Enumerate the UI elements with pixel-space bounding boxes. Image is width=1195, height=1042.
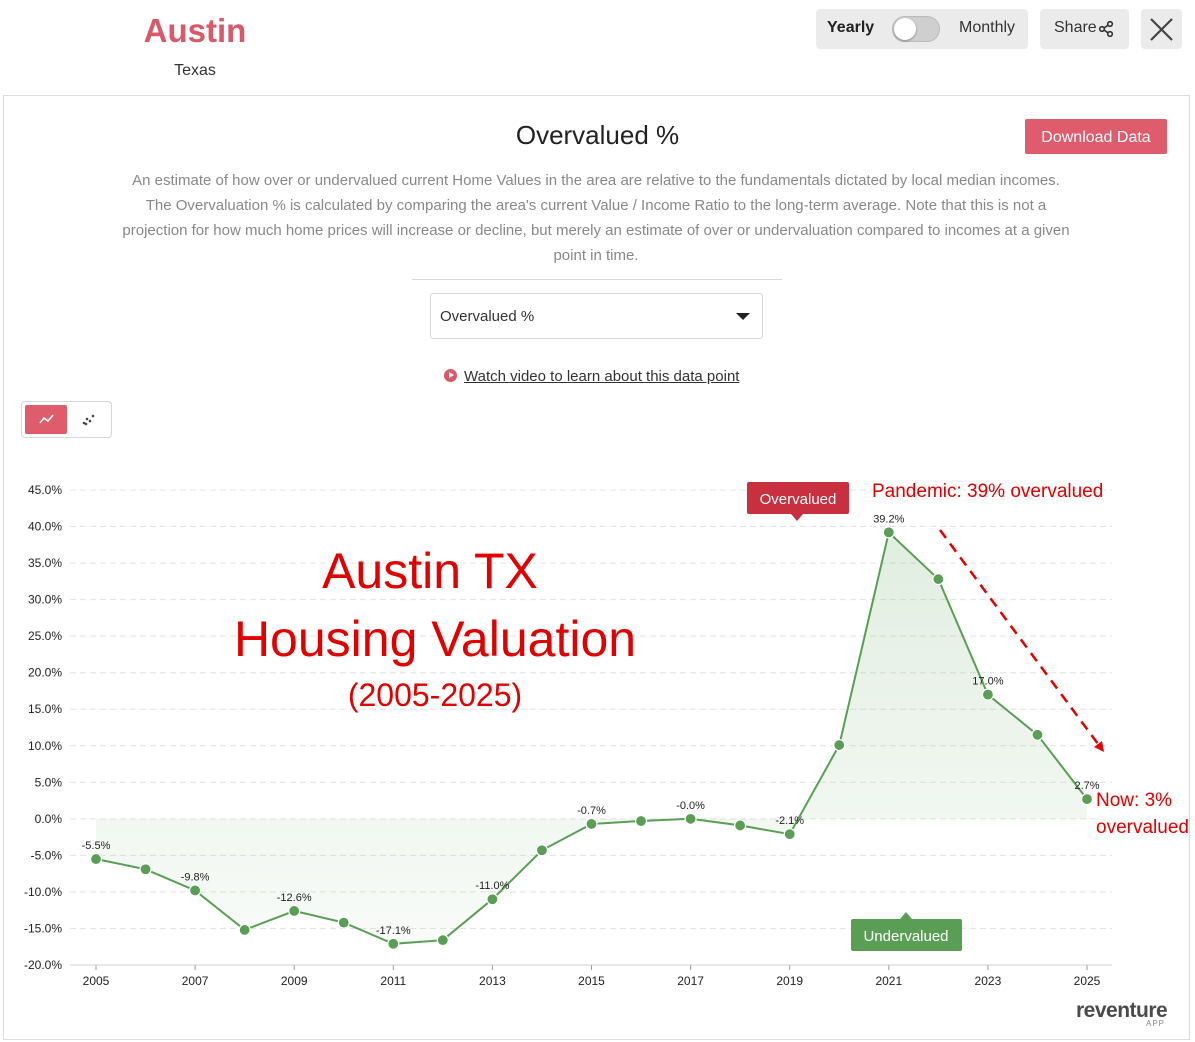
caret-down-icon	[736, 313, 750, 320]
play-icon	[444, 369, 457, 382]
y-tick-label: 10.0%	[28, 739, 62, 753]
x-tick-label: 2011	[380, 974, 406, 988]
y-tick-label: 5.0%	[35, 775, 63, 789]
data-point	[882, 526, 895, 539]
download-data-button[interactable]: Download Data	[1025, 119, 1167, 154]
data-point	[486, 893, 499, 906]
overlay-title-line3: (2005-2025)	[348, 677, 522, 713]
now-annotation-line1: Now: 3%	[1096, 790, 1172, 811]
data-point	[288, 904, 301, 918]
brand-logo: reventure	[1076, 999, 1168, 1022]
line-chart-button[interactable]	[25, 405, 67, 434]
x-tick-label: 2009	[281, 974, 308, 988]
data-point	[585, 817, 598, 831]
x-tick-label: 2005	[83, 974, 110, 988]
overvalued-badge-label: Overvalued	[760, 491, 837, 508]
now-annotation-line2: overvalued	[1096, 817, 1189, 838]
divider	[412, 279, 782, 280]
data-label: -2.1%	[775, 815, 804, 827]
share-label: Share	[1054, 19, 1097, 36]
y-tick-label: -5.0%	[31, 848, 63, 862]
metric-select[interactable]: Overvalued %	[430, 293, 763, 339]
data-point	[932, 573, 945, 586]
brand-logo-sub: APP	[1146, 1019, 1166, 1028]
data-label: -12.6%	[277, 892, 312, 904]
data-point	[535, 844, 549, 857]
x-tick-label: 2015	[578, 974, 605, 988]
line-chart-icon	[39, 414, 54, 424]
data-point	[189, 884, 202, 897]
data-label: -0.0%	[676, 800, 705, 812]
data-point	[387, 937, 400, 950]
y-tick-label: 35.0%	[28, 556, 62, 570]
data-point	[734, 819, 747, 832]
data-label: -0.7%	[577, 805, 606, 817]
data-point	[89, 852, 103, 866]
data-point	[684, 812, 697, 825]
y-tick-label: 40.0%	[28, 520, 62, 534]
overvalued-badge: Overvalued	[747, 482, 849, 521]
x-tick-label: 2025	[1074, 974, 1101, 988]
y-tick-label: -20.0%	[24, 958, 62, 972]
y-tick-label: 0.0%	[35, 812, 63, 826]
city-title: Austin	[143, 12, 247, 49]
data-label: 39.2%	[873, 513, 904, 525]
y-tick-label: -10.0%	[24, 885, 62, 899]
data-label: -5.5%	[82, 840, 111, 852]
undervalued-badge-label: Undervalued	[863, 928, 948, 945]
undervalued-badge: Undervalued	[851, 912, 962, 951]
frequency-toggle[interactable]: Yearly Monthly	[816, 9, 1028, 49]
chart-type-toggle	[21, 401, 112, 438]
data-label: -11.0%	[475, 880, 509, 892]
data-point	[139, 863, 152, 876]
data-point	[436, 934, 449, 947]
state-subtitle: Texas	[174, 62, 216, 79]
data-point	[783, 828, 796, 841]
watch-video-label: Watch video to learn about this data poi…	[464, 368, 740, 385]
y-tick-label: 15.0%	[28, 702, 62, 716]
data-point	[1031, 728, 1044, 741]
data-point	[833, 738, 846, 752]
data-point	[634, 814, 648, 828]
area-fill	[96, 532, 1087, 944]
toggle-yearly-label[interactable]: Yearly	[827, 19, 875, 36]
x-tick-label: 2007	[182, 974, 209, 988]
metric-description: An estimate of how over or undervalued c…	[122, 172, 1070, 264]
data-label: -17.1%	[376, 925, 411, 937]
x-tick-label: 2019	[776, 974, 803, 988]
share-button[interactable]: Share	[1040, 9, 1129, 49]
x-tick-label: 2021	[875, 974, 902, 988]
y-tick-label: 30.0%	[28, 593, 62, 607]
switch-knob	[894, 18, 916, 40]
metric-select-value: Overvalued %	[440, 308, 535, 325]
data-point	[981, 688, 995, 701]
x-tick-label: 2013	[479, 974, 506, 988]
overvaluation-chart: 45.0% 40.0% 35.0% 30.0% 25.0% 20.0% 15.0% 10.0%…	[24, 481, 1189, 988]
y-tick-label: 45.0%	[28, 483, 62, 497]
x-tick-label: 2017	[677, 974, 704, 988]
data-label: -9.8%	[181, 871, 210, 883]
data-point	[1080, 793, 1094, 806]
frequency-switch[interactable]	[892, 16, 940, 42]
toggle-monthly-label[interactable]: Monthly	[959, 19, 1016, 36]
close-icon	[1150, 18, 1173, 41]
data-point	[337, 916, 350, 929]
y-tick-label: -15.0%	[24, 921, 62, 935]
trend-arrow	[938, 529, 1104, 753]
scatter-chart-icon	[82, 414, 95, 426]
data-point	[238, 923, 251, 937]
data-label: 2.7%	[1074, 780, 1099, 792]
y-tick-label: 20.0%	[28, 666, 62, 680]
x-tick-label: 2023	[975, 974, 1002, 988]
overlay-title-line2: Housing Valuation	[234, 611, 636, 667]
scatter-chart-button[interactable]	[74, 405, 107, 434]
share-icon	[1098, 21, 1114, 37]
close-button[interactable]	[1141, 9, 1182, 49]
card-title: Overvalued %	[515, 120, 680, 150]
overlay-title-line1: Austin TX	[322, 543, 538, 599]
peak-annotation: Pandemic: 39% overvalued	[872, 481, 1103, 502]
data-label: 17.0%	[972, 676, 1003, 688]
watch-video-link[interactable]: Watch video to learn about this data poi…	[444, 368, 739, 385]
y-tick-label: 25.0%	[28, 629, 62, 643]
